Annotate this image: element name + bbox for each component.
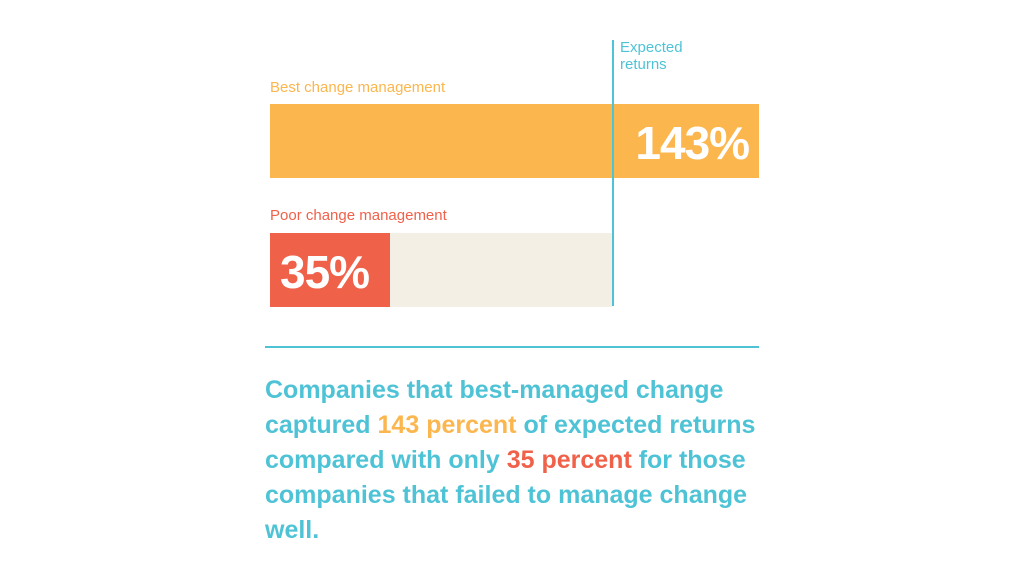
expected-returns-label: Expected returns [620,39,683,73]
bar-best [270,104,760,178]
divider-line [265,346,759,348]
bar-value-label-best: 143% [635,117,750,169]
caption-text: Companies that best-managed change captu… [265,373,785,548]
caption-part-1: Companies that best-managed change captu… [265,376,724,439]
caption-part-2: of expected returns compared with only [265,411,756,474]
bar-value-label-poor: 35% [280,246,370,298]
caption-highlight-poor: 35 percent [506,446,632,474]
category-label-poor: Poor change management [270,207,447,224]
expected-returns-line [612,40,614,306]
bar-poor [270,233,390,307]
category-label-best: Best change management [270,79,446,96]
caption-part-3: for those companies that failed to manag… [265,446,748,544]
caption-highlight-best: 143 percent [377,411,517,439]
